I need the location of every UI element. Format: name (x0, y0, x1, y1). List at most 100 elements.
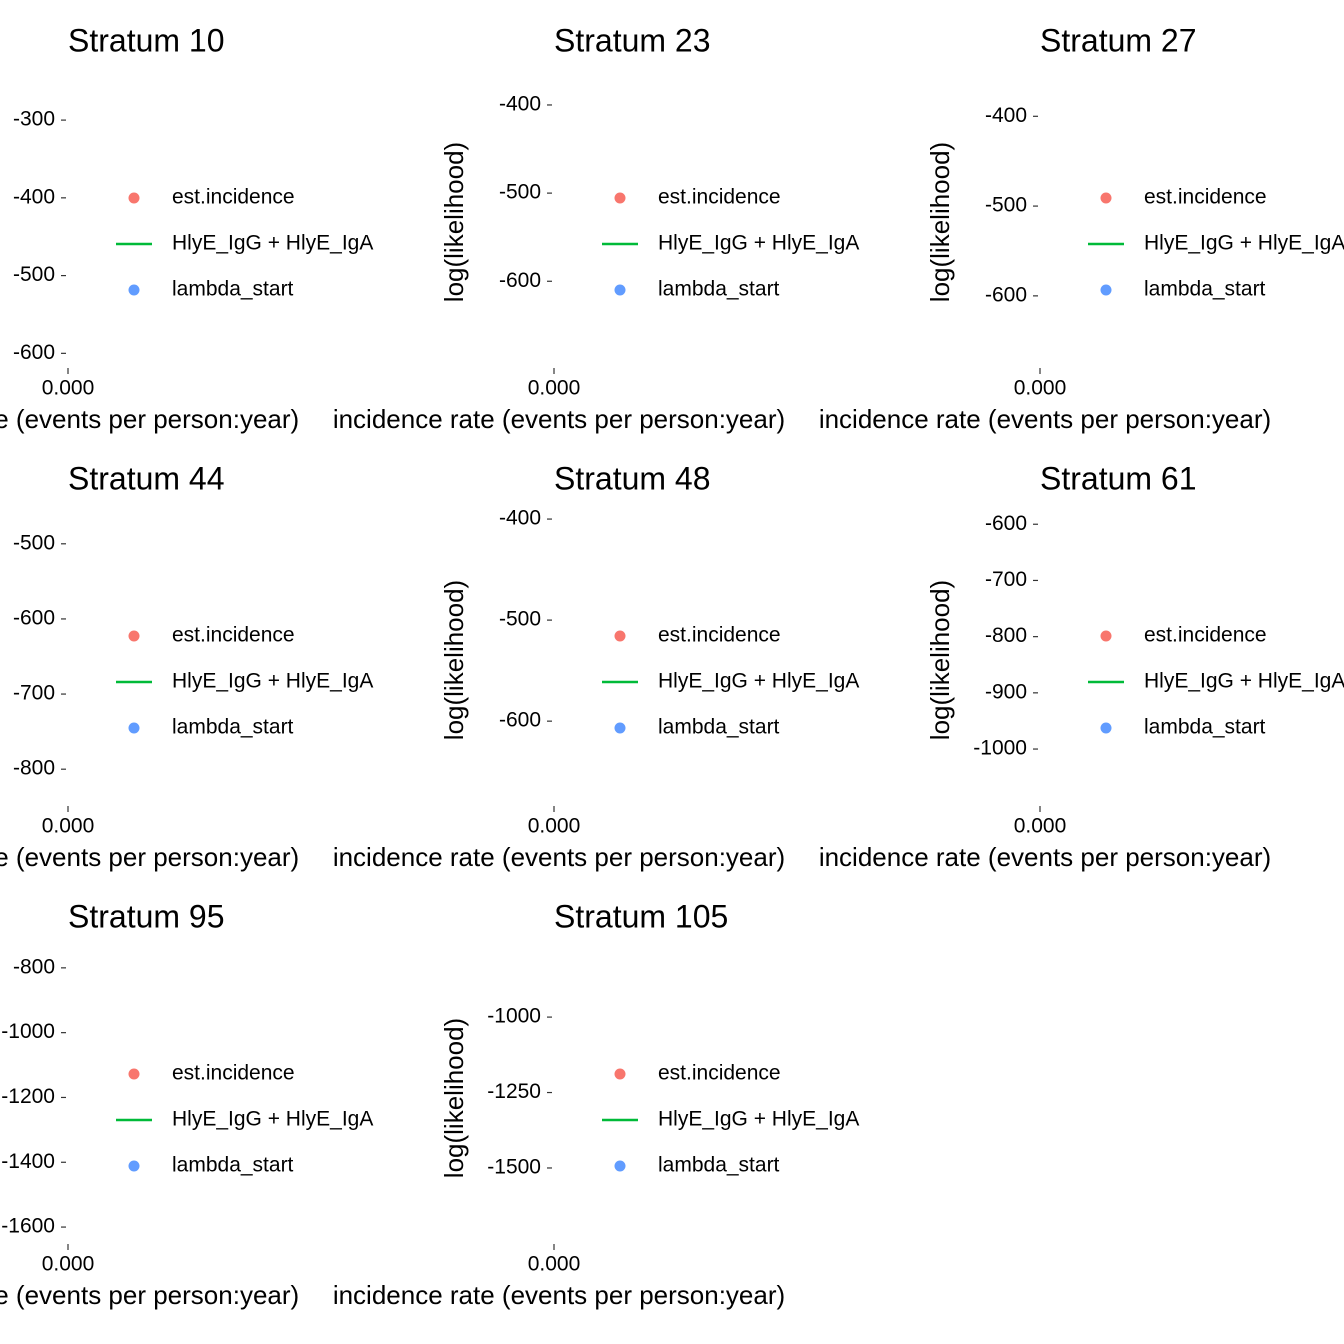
legend-label: est.incidence (658, 186, 781, 209)
legend-key (614, 192, 626, 204)
y-axis-label: log(likelihood) (925, 580, 955, 740)
legend-label: HlyE_IgG + HlyE_IgA (172, 232, 373, 255)
legend-key (128, 630, 140, 642)
panel-title: Stratum 44 (68, 460, 225, 496)
x-tick-label: 0.000 (528, 377, 581, 400)
x-axis-label: incidence rate (events per person:year) (333, 404, 785, 434)
y-axis-label: log(likelihood) (439, 142, 469, 302)
y-tick-label: -500 (499, 181, 541, 204)
legend-label: lambda_start (658, 1154, 780, 1177)
x-tick-label: 0.000 (528, 815, 581, 838)
legend-label: HlyE_IgG + HlyE_IgA (658, 670, 859, 693)
panel: Stratum 48 -400 -500 -600 0.000 incidence rat… (333, 460, 860, 871)
y-tick-label: -1250 (487, 1080, 541, 1103)
y-tick-label: -1000 (487, 1005, 541, 1028)
legend-key (614, 1068, 626, 1080)
legend-label: lambda_start (172, 1154, 294, 1177)
y-tick-label: -600 (499, 269, 541, 292)
legend-label: est.incidence (172, 186, 295, 209)
x-axis-label: incidence rate (events per person:year) (333, 842, 785, 872)
legend-label: lambda_start (1144, 278, 1266, 301)
y-tick-label: -1200 (1, 1085, 55, 1108)
legend-key (614, 722, 626, 734)
y-tick-label: -900 (985, 680, 1027, 703)
x-tick-label: 0.000 (1014, 815, 1067, 838)
y-tick-label: -300 (13, 108, 55, 131)
panel-title: Stratum 61 (1040, 460, 1197, 496)
x-tick-label: 0.000 (528, 1253, 581, 1276)
legend-label: HlyE_IgG + HlyE_IgA (658, 232, 859, 255)
panel: Stratum 61 -600 -700 -800 -900 -1000 0.000 inci… (819, 460, 1344, 871)
legend-label: est.incidence (172, 1062, 295, 1085)
y-tick-label: -1400 (1, 1150, 55, 1173)
legend-key (1100, 630, 1112, 642)
panel: Stratum 95 -800 -1000 -1200 -1400 -1600 0.000 i… (0, 898, 373, 1309)
legend-label: lambda_start (658, 278, 780, 301)
x-axis-label: incidence rate (events per person:year) (0, 404, 299, 434)
y-tick-label: -400 (985, 104, 1027, 127)
x-axis-label: incidence rate (events per person:year) (819, 842, 1271, 872)
panel-title: Stratum 105 (554, 898, 728, 934)
panel-title: Stratum 48 (554, 460, 711, 496)
y-tick-label: -1000 (1, 1020, 55, 1043)
y-tick-label: -600 (13, 606, 55, 629)
y-axis-label: log(likelihood) (439, 580, 469, 740)
panel: Stratum 23 -400 -500 -600 0.000 incidence rat… (333, 22, 860, 433)
legend-label: est.incidence (1144, 186, 1267, 209)
legend-label: lambda_start (172, 716, 294, 739)
y-tick-label: -600 (499, 709, 541, 732)
y-tick-label: -500 (499, 608, 541, 631)
x-tick-label: 0.000 (1014, 377, 1067, 400)
y-tick-label: -400 (13, 185, 55, 208)
legend-label: lambda_start (1144, 716, 1266, 739)
x-tick-label: 0.000 (42, 1253, 95, 1276)
legend-key (1100, 192, 1112, 204)
legend-label: HlyE_IgG + HlyE_IgA (172, 670, 373, 693)
x-axis-label: incidence rate (events per person:year) (0, 842, 299, 872)
legend-key (1100, 284, 1112, 296)
y-tick-label: -800 (985, 624, 1027, 647)
legend-key (128, 192, 140, 204)
legend-label: est.incidence (658, 624, 781, 647)
legend-label: HlyE_IgG + HlyE_IgA (1144, 670, 1344, 693)
legend-label: HlyE_IgG + HlyE_IgA (172, 1108, 373, 1131)
y-tick-label: -400 (499, 507, 541, 530)
x-tick-label: 0.000 (42, 377, 95, 400)
y-tick-label: -600 (985, 283, 1027, 306)
legend-label: HlyE_IgG + HlyE_IgA (1144, 232, 1344, 255)
panel: Stratum 27 -400 -500 -600 0.000 incidence rat… (819, 22, 1344, 433)
y-tick-label: -800 (13, 955, 55, 978)
panel: Stratum 44 -500 -600 -700 -800 0.000 incidence… (0, 460, 373, 871)
y-tick-label: -600 (13, 341, 55, 364)
legend-key (614, 1160, 626, 1172)
legend-key (128, 722, 140, 734)
legend-key (614, 284, 626, 296)
y-tick-label: -1000 (973, 737, 1027, 760)
y-axis-label: log(likelihood) (439, 1018, 469, 1178)
legend-key (128, 1068, 140, 1080)
y-tick-label: -600 (985, 512, 1027, 535)
x-axis-label: incidence rate (events per person:year) (333, 1280, 785, 1310)
y-tick-label: -1500 (487, 1156, 541, 1179)
y-tick-label: -800 (13, 757, 55, 780)
legend-label: est.incidence (658, 1062, 781, 1085)
legend-key (128, 284, 140, 296)
y-tick-label: -400 (499, 93, 541, 116)
y-tick-label: -700 (985, 568, 1027, 591)
panel-title: Stratum 95 (68, 898, 225, 934)
legend-label: lambda_start (658, 716, 780, 739)
panel-title: Stratum 23 (554, 22, 711, 58)
y-tick-label: -500 (13, 531, 55, 554)
legend-key (614, 630, 626, 642)
panel-title: Stratum 10 (68, 22, 225, 58)
legend-key (1100, 722, 1112, 734)
legend-label: est.incidence (1144, 624, 1267, 647)
legend-label: HlyE_IgG + HlyE_IgA (658, 1108, 859, 1131)
panel: Stratum 105 -1000 -1250 -1500 0.000 incidence… (333, 898, 860, 1309)
y-tick-label: -700 (13, 682, 55, 705)
panel: Stratum 10 -300 -400 -500 -600 0.000 incidence… (0, 22, 373, 433)
y-axis-label: log(likelihood) (925, 142, 955, 302)
y-tick-label: -500 (985, 194, 1027, 217)
legend-label: lambda_start (172, 278, 294, 301)
